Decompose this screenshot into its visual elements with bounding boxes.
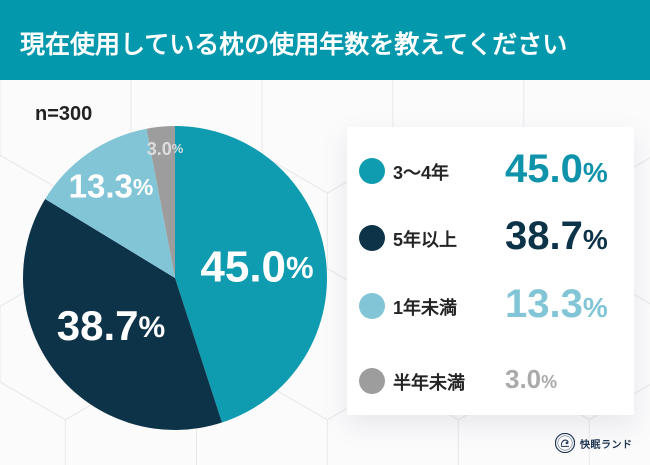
svg-text:45.0%: 45.0% <box>200 243 313 292</box>
svg-text:13.3%: 13.3% <box>69 168 154 205</box>
svg-text:3.0%: 3.0% <box>147 139 184 159</box>
